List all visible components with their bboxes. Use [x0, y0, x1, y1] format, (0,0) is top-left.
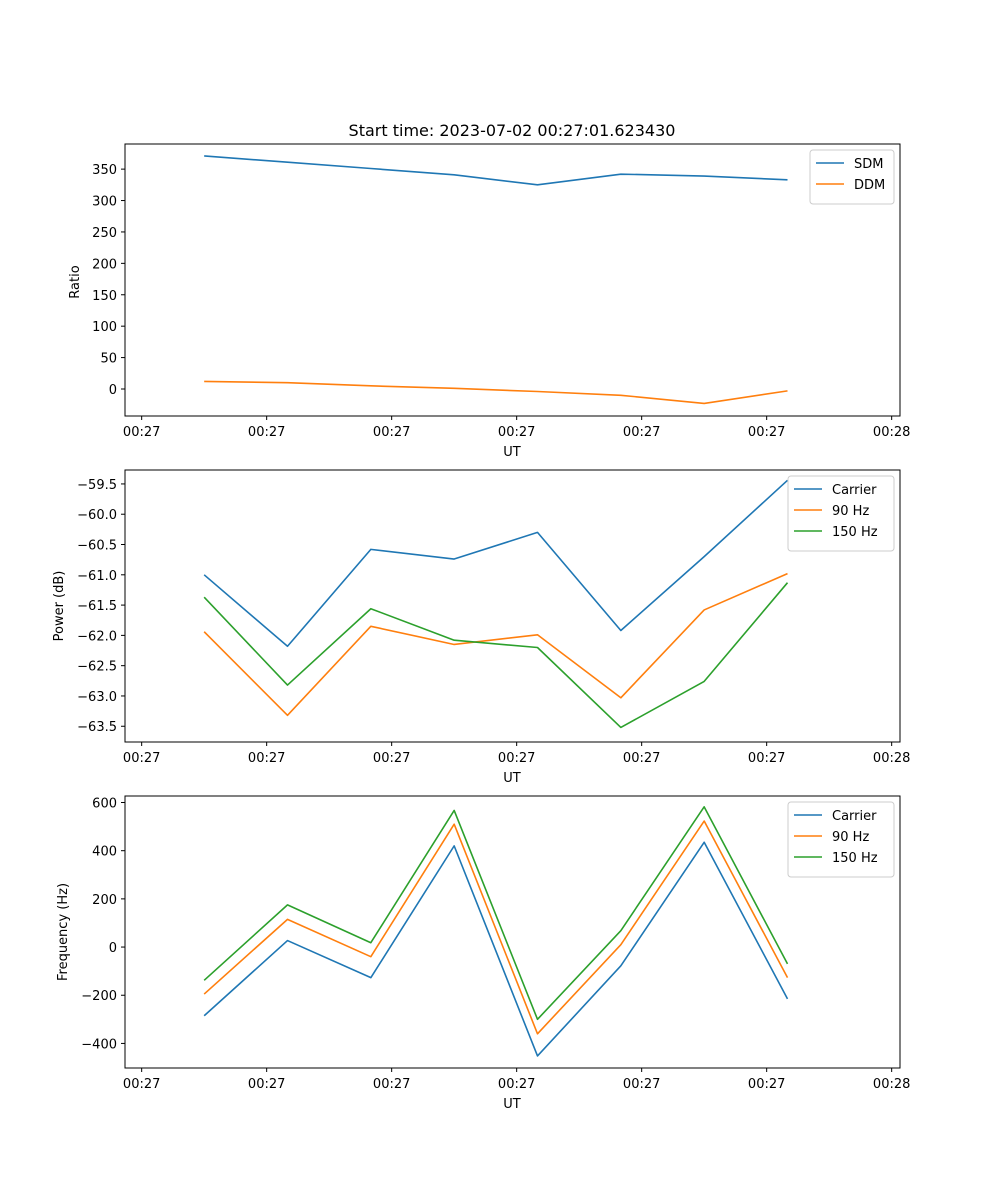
- y-tick-label: −60.0: [77, 508, 117, 523]
- y-tick-label: 350: [92, 163, 117, 178]
- series-line-150-hz: [203, 582, 789, 729]
- plot-frame: [124, 143, 901, 417]
- x-axis-label: UT: [503, 445, 521, 460]
- y-tick-label: 0: [109, 941, 117, 956]
- x-tick-label: 00:27: [373, 425, 410, 440]
- x-tick-label: 00:27: [748, 1077, 785, 1092]
- legend-entry: DDM: [854, 178, 885, 193]
- legend-entry: 90 Hz: [832, 504, 869, 519]
- y-tick-label: −400: [81, 1037, 117, 1052]
- plot-frame: [124, 469, 901, 743]
- x-axis-label: UT: [503, 771, 521, 786]
- x-tick-label: 00:27: [123, 425, 160, 440]
- x-tick-label: 00:27: [623, 425, 660, 440]
- series-line-sdm: [204, 155, 788, 186]
- y-tick-label: 50: [100, 352, 117, 367]
- x-tick-label: 00:27: [623, 1077, 660, 1092]
- y-axis-label: Frequency (Hz): [56, 883, 71, 981]
- x-tick-label: 00:27: [248, 425, 285, 440]
- y-tick-label: −62.5: [77, 660, 117, 675]
- legend-entry: 150 Hz: [832, 851, 878, 866]
- y-tick-label: −63.0: [77, 690, 117, 705]
- y-tick-label: −61.5: [77, 599, 117, 614]
- x-tick-label: 00:28: [873, 1077, 910, 1092]
- y-tick-label: −60.5: [77, 539, 117, 554]
- x-tick-label: 00:28: [873, 425, 910, 440]
- y-tick-label: 250: [92, 226, 117, 241]
- y-axis-label: Power (dB): [52, 571, 67, 642]
- series-line-150-hz: [203, 806, 789, 1021]
- x-tick-label: 00:27: [373, 1077, 410, 1092]
- x-axis-label: UT: [503, 1097, 521, 1112]
- legend-entry: Carrier: [832, 483, 877, 498]
- panel-frequency: UT Frequency (Hz) 00:27 00:27 00:27 00:27 00…: [56, 795, 910, 1112]
- y-tick-label: 100: [92, 320, 117, 335]
- series-line-90-hz: [203, 572, 788, 717]
- series-line-ddm: [204, 380, 788, 405]
- legend-box: [787, 801, 895, 878]
- y-tick-label: 200: [92, 893, 117, 908]
- y-tick-label: −59.5: [77, 478, 117, 493]
- y-tick-label: 300: [92, 195, 117, 210]
- x-tick-label: 00:27: [498, 425, 535, 440]
- legend: Carrier 90 Hz 150 Hz: [787, 801, 895, 878]
- x-tick-label: 00:27: [248, 751, 285, 766]
- x-tick-label: 00:27: [123, 1077, 160, 1092]
- y-tick-label: −63.5: [77, 720, 117, 735]
- y-tick-label: 600: [92, 797, 117, 812]
- x-tick-label: 00:27: [748, 751, 785, 766]
- legend-entry: 150 Hz: [832, 525, 878, 540]
- legend: SDM DDM: [809, 149, 895, 205]
- panel-ratio: Start time: 2023-07-02 00:27:01.623430 U…: [68, 121, 910, 460]
- series-line-90-hz: [203, 820, 789, 1035]
- x-tick-label: 00:27: [123, 751, 160, 766]
- panel-power: UT Power (dB) 00:27 00:27 00:27 00:27 00:27 0…: [52, 469, 910, 786]
- x-tick-label: 00:27: [248, 1077, 285, 1092]
- y-tick-label: −61.0: [77, 569, 117, 584]
- x-tick-label: 00:27: [748, 425, 785, 440]
- y-tick-label: 0: [109, 383, 117, 398]
- x-tick-label: 00:27: [498, 1077, 535, 1092]
- chart-title: Start time: 2023-07-02 00:27:01.623430: [349, 121, 676, 140]
- legend: Carrier 90 Hz 150 Hz: [787, 475, 895, 552]
- x-tick-label: 00:27: [498, 751, 535, 766]
- y-tick-label: −62.0: [77, 629, 117, 644]
- legend-box: [787, 475, 895, 552]
- x-tick-label: 00:28: [873, 751, 910, 766]
- plot-frame: [124, 795, 901, 1069]
- y-tick-label: 400: [92, 845, 117, 860]
- legend-entry: 90 Hz: [832, 830, 869, 845]
- y-axis-label: Ratio: [68, 265, 83, 298]
- series-line-carrier: [203, 841, 789, 1057]
- x-tick-label: 00:27: [623, 751, 660, 766]
- x-tick-label: 00:27: [373, 751, 410, 766]
- y-tick-label: 200: [92, 257, 117, 272]
- y-tick-label: 150: [92, 289, 117, 304]
- y-tick-label: −200: [81, 989, 117, 1004]
- legend-entry: SDM: [854, 157, 883, 172]
- series-line-carrier: [203, 479, 789, 648]
- legend-entry: Carrier: [832, 809, 877, 824]
